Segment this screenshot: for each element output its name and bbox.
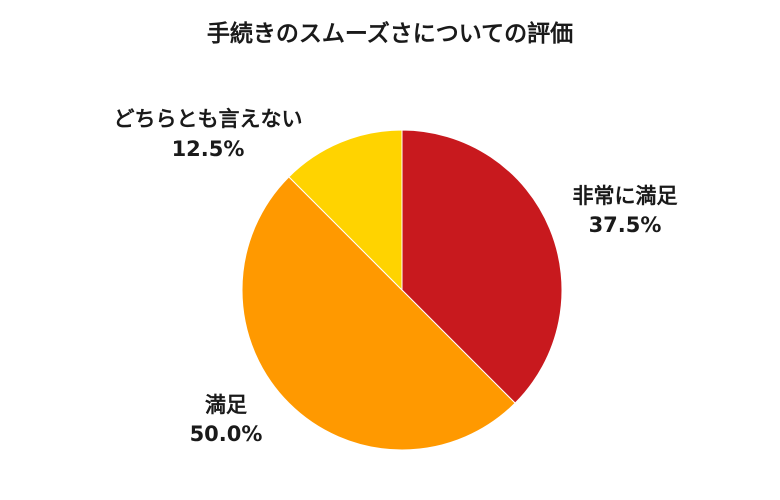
slice-label-3: どちらとも言えない bbox=[114, 107, 303, 131]
pie-slice-2 bbox=[241, 176, 516, 451]
slice-value-2: 50.0% bbox=[190, 422, 263, 446]
slice-label-2: 満足 bbox=[205, 393, 247, 417]
pie-slices bbox=[241, 129, 563, 451]
pie-labels: 非常に満足 37.5% 満足 50.0% どちらとも言えない 12.5% bbox=[114, 107, 678, 446]
slice-label-1: 非常に満足 bbox=[573, 184, 678, 208]
pie-slice-1 bbox=[401, 129, 563, 404]
slice-value-1: 37.5% bbox=[589, 213, 662, 237]
pie-slice-3 bbox=[288, 129, 403, 292]
slice-value-3: 12.5% bbox=[172, 137, 245, 161]
chart-title: 手続きのスムーズさについての評価 bbox=[206, 21, 574, 47]
